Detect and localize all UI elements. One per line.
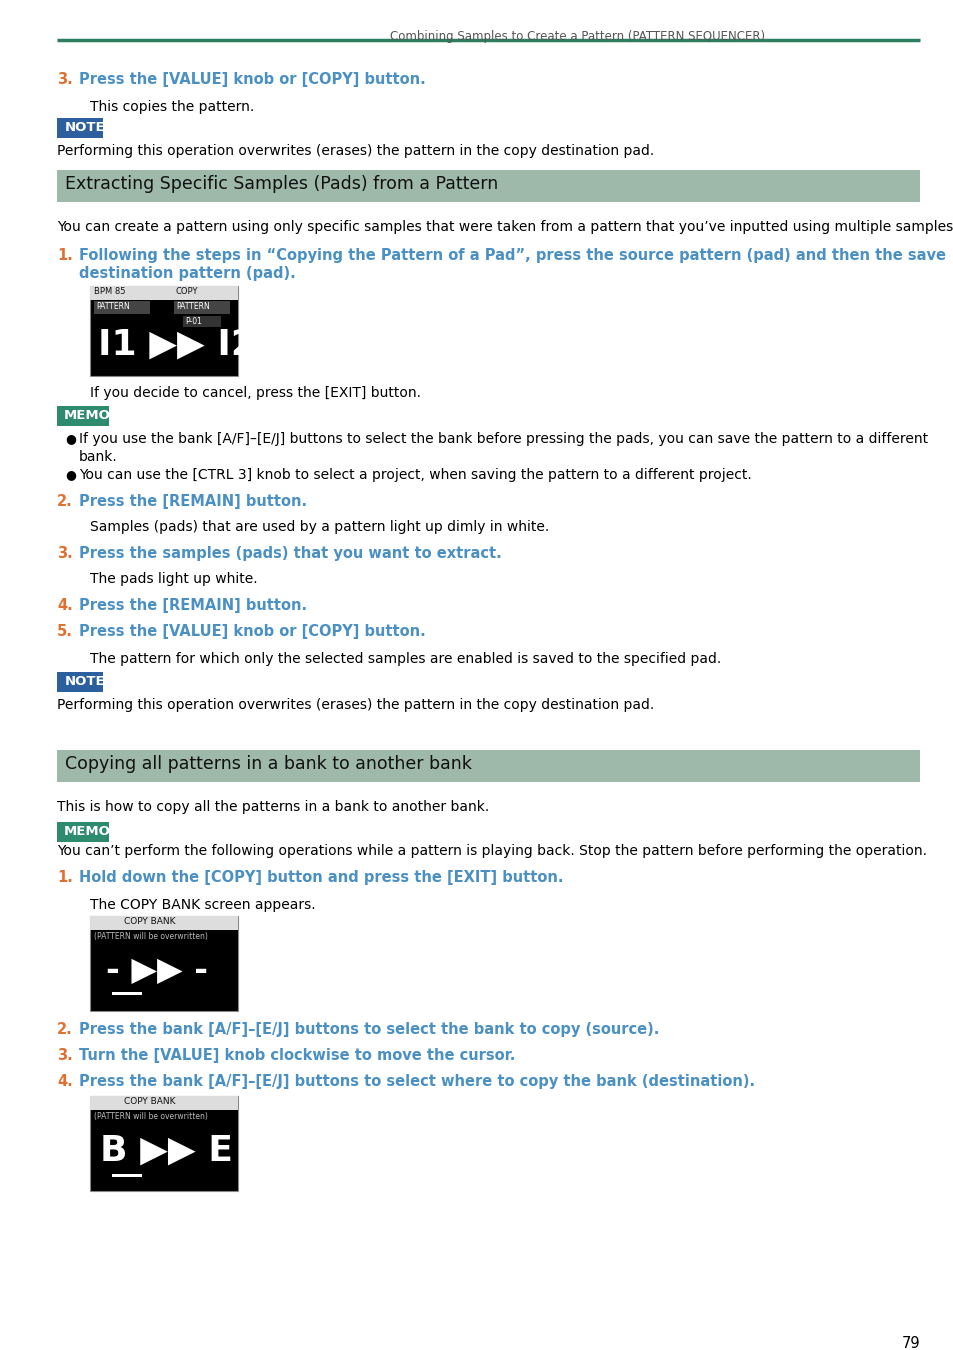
- Text: PATTERN: PATTERN: [96, 302, 130, 311]
- Text: Press the samples (pads) that you want to extract.: Press the samples (pads) that you want t…: [79, 545, 501, 562]
- Text: You can’t perform the following operations while a pattern is playing back. Stop: You can’t perform the following operatio…: [57, 844, 926, 859]
- Text: You can use the [CTRL 3] knob to select a project, when saving the pattern to a : You can use the [CTRL 3] knob to select …: [79, 468, 751, 482]
- Text: Press the [VALUE] knob or [COPY] button.: Press the [VALUE] knob or [COPY] button.: [79, 72, 425, 86]
- Text: COPY: COPY: [175, 288, 198, 296]
- Text: 2.: 2.: [57, 1022, 72, 1037]
- Text: Following the steps in “Copying the Pattern of a Pad”, press the source pattern : Following the steps in “Copying the Patt…: [79, 248, 945, 263]
- Text: MEMO: MEMO: [64, 409, 111, 423]
- Text: B ▶▶ E: B ▶▶ E: [100, 1134, 233, 1168]
- Bar: [57, 672, 103, 693]
- Text: You can create a pattern using only specific samples that were taken from a patt: You can create a pattern using only spec…: [57, 220, 953, 234]
- Text: 1.: 1.: [57, 248, 72, 263]
- Text: This copies the pattern.: This copies the pattern.: [90, 100, 254, 113]
- Text: The COPY BANK screen appears.: The COPY BANK screen appears.: [90, 898, 315, 913]
- Text: If you decide to cancel, press the [EXIT] button.: If you decide to cancel, press the [EXIT…: [90, 386, 420, 400]
- Text: The pads light up white.: The pads light up white.: [90, 572, 257, 586]
- Text: Press the bank [A/F]–[E/J] buttons to select the bank to copy (source).: Press the bank [A/F]–[E/J] buttons to se…: [79, 1022, 659, 1037]
- Text: 3.: 3.: [57, 545, 72, 562]
- Text: (PATTERN will be overwritten): (PATTERN will be overwritten): [94, 1112, 208, 1120]
- Bar: [57, 117, 103, 138]
- Text: If you use the bank [A/F]–[E/J] buttons to select the bank before pressing the p: If you use the bank [A/F]–[E/J] buttons …: [79, 432, 927, 446]
- Text: Turn the [VALUE] knob clockwise to move the cursor.: Turn the [VALUE] knob clockwise to move …: [79, 1048, 515, 1062]
- Text: Performing this operation overwrites (erases) the pattern in the copy destinatio: Performing this operation overwrites (er…: [57, 698, 654, 711]
- Text: ●: ●: [65, 468, 76, 481]
- Text: Extracting Specific Samples (Pads) from a Pattern: Extracting Specific Samples (Pads) from …: [65, 176, 497, 193]
- Text: Press the [REMAIN] button.: Press the [REMAIN] button.: [79, 494, 307, 509]
- Bar: [57, 170, 919, 202]
- Text: 5.: 5.: [57, 624, 72, 639]
- Text: P-01: P-01: [185, 317, 202, 325]
- Text: NOTE: NOTE: [65, 675, 106, 688]
- Text: (PATTERN will be overwritten): (PATTERN will be overwritten): [94, 931, 208, 941]
- Bar: [57, 751, 919, 782]
- Text: 4.: 4.: [57, 1075, 72, 1089]
- Text: Hold down the [COPY] button and press the [EXIT] button.: Hold down the [COPY] button and press th…: [79, 869, 563, 886]
- Bar: [112, 992, 142, 995]
- Bar: [90, 286, 237, 300]
- Text: 3.: 3.: [57, 1048, 72, 1062]
- Bar: [90, 917, 237, 1011]
- Bar: [57, 406, 109, 427]
- Text: Samples (pads) that are used by a pattern light up dimly in white.: Samples (pads) that are used by a patter…: [90, 520, 549, 535]
- Bar: [90, 917, 237, 930]
- Text: The pattern for which only the selected samples are enabled is saved to the spec: The pattern for which only the selected …: [90, 652, 720, 666]
- Text: Press the [VALUE] knob or [COPY] button.: Press the [VALUE] knob or [COPY] button.: [79, 624, 425, 639]
- Text: Press the bank [A/F]–[E/J] buttons to select where to copy the bank (destination: Press the bank [A/F]–[E/J] buttons to se…: [79, 1075, 755, 1089]
- Text: This is how to copy all the patterns in a bank to another bank.: This is how to copy all the patterns in …: [57, 801, 489, 814]
- Text: NOTE: NOTE: [65, 122, 106, 134]
- Text: destination pattern (pad).: destination pattern (pad).: [79, 266, 295, 281]
- Text: Press the [REMAIN] button.: Press the [REMAIN] button.: [79, 598, 307, 613]
- Text: COPY BANK: COPY BANK: [124, 1098, 175, 1106]
- Text: COPY BANK: COPY BANK: [124, 917, 175, 926]
- Text: Performing this operation overwrites (erases) the pattern in the copy destinatio: Performing this operation overwrites (er…: [57, 144, 654, 158]
- Bar: [90, 1096, 237, 1191]
- Bar: [90, 286, 237, 377]
- Text: I1 ▶▶ I2: I1 ▶▶ I2: [98, 328, 255, 362]
- Text: Copying all patterns in a bank to another bank: Copying all patterns in a bank to anothe…: [65, 755, 472, 774]
- Bar: [173, 301, 230, 315]
- Bar: [90, 1096, 237, 1110]
- Text: 79: 79: [901, 1336, 919, 1350]
- Bar: [90, 286, 237, 377]
- Text: MEMO: MEMO: [64, 825, 111, 838]
- Text: 2.: 2.: [57, 494, 72, 509]
- Text: bank.: bank.: [79, 450, 117, 464]
- Bar: [183, 316, 221, 327]
- Text: 3.: 3.: [57, 72, 72, 86]
- Text: 4.: 4.: [57, 598, 72, 613]
- Text: 1.: 1.: [57, 869, 72, 886]
- Bar: [90, 1096, 237, 1191]
- Text: BPM 85: BPM 85: [94, 288, 126, 296]
- Bar: [112, 1174, 142, 1177]
- Text: Combining Samples to Create a Pattern (PATTERN SEQUENCER): Combining Samples to Create a Pattern (P…: [390, 30, 764, 43]
- Text: PATTERN: PATTERN: [175, 302, 210, 311]
- Bar: [57, 822, 109, 842]
- Bar: [90, 917, 237, 1011]
- Bar: [94, 301, 150, 315]
- Text: - ▶▶ -: - ▶▶ -: [106, 954, 208, 987]
- Text: ●: ●: [65, 432, 76, 446]
